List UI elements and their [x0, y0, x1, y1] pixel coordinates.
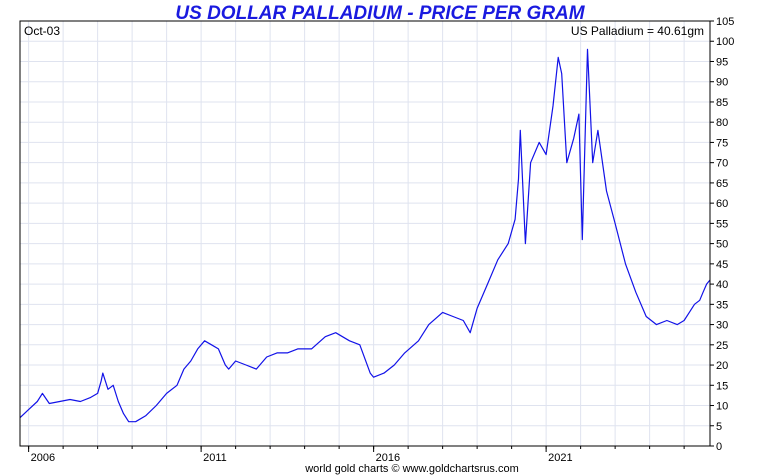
y-tick-label: 75: [716, 137, 728, 149]
start-date-label: Oct-03: [24, 24, 60, 38]
chart-title: US DOLLAR PALLADIUM - PRICE PER GRAM: [175, 3, 585, 24]
y-tick-label: 25: [716, 340, 728, 352]
chart-gridlines: [20, 20, 710, 447]
y-tick-label: 95: [716, 56, 728, 68]
palladium-price-series-line: [19, 48, 711, 423]
x-tick-label: 2011: [203, 452, 227, 464]
y-tick-label: 30: [716, 320, 728, 332]
x-tick-label: 2006: [31, 452, 55, 464]
y-tick-label: 70: [716, 158, 728, 170]
y-tick-label: 85: [716, 97, 728, 109]
x-tick-label: 2016: [376, 452, 400, 464]
y-tick-label: 55: [716, 218, 728, 230]
x-axis: 2006 2011 2016 2021: [28, 446, 685, 464]
y-tick-label: 35: [716, 299, 728, 311]
y-axis: 0 5 10 15 20 25 30 35 40 45 50 55 60 65 70 75 80 85 90 95 10…: [710, 16, 734, 453]
y-tick-label: 50: [716, 239, 728, 251]
y-tick-label: 90: [716, 77, 728, 89]
y-tick-label: 105: [716, 16, 734, 28]
source-credit: world gold charts © www.goldchartsrus.co…: [304, 463, 519, 475]
y-tick-label: 10: [716, 401, 728, 413]
current-price-label: US Palladium = 40.61gm: [571, 24, 704, 38]
y-tick-label: 0: [716, 441, 722, 453]
y-tick-label: 45: [716, 259, 728, 271]
y-tick-label: 5: [716, 421, 722, 433]
y-tick-label: 100: [716, 36, 734, 48]
y-tick-label: 15: [716, 380, 728, 392]
plot-frame: [19, 20, 711, 447]
y-tick-label: 20: [716, 360, 728, 372]
y-tick-label: 60: [716, 198, 728, 210]
y-tick-label: 80: [716, 117, 728, 129]
y-tick-label: 40: [716, 279, 728, 291]
y-tick-label: 65: [716, 178, 728, 190]
x-tick-label: 2021: [548, 452, 572, 464]
